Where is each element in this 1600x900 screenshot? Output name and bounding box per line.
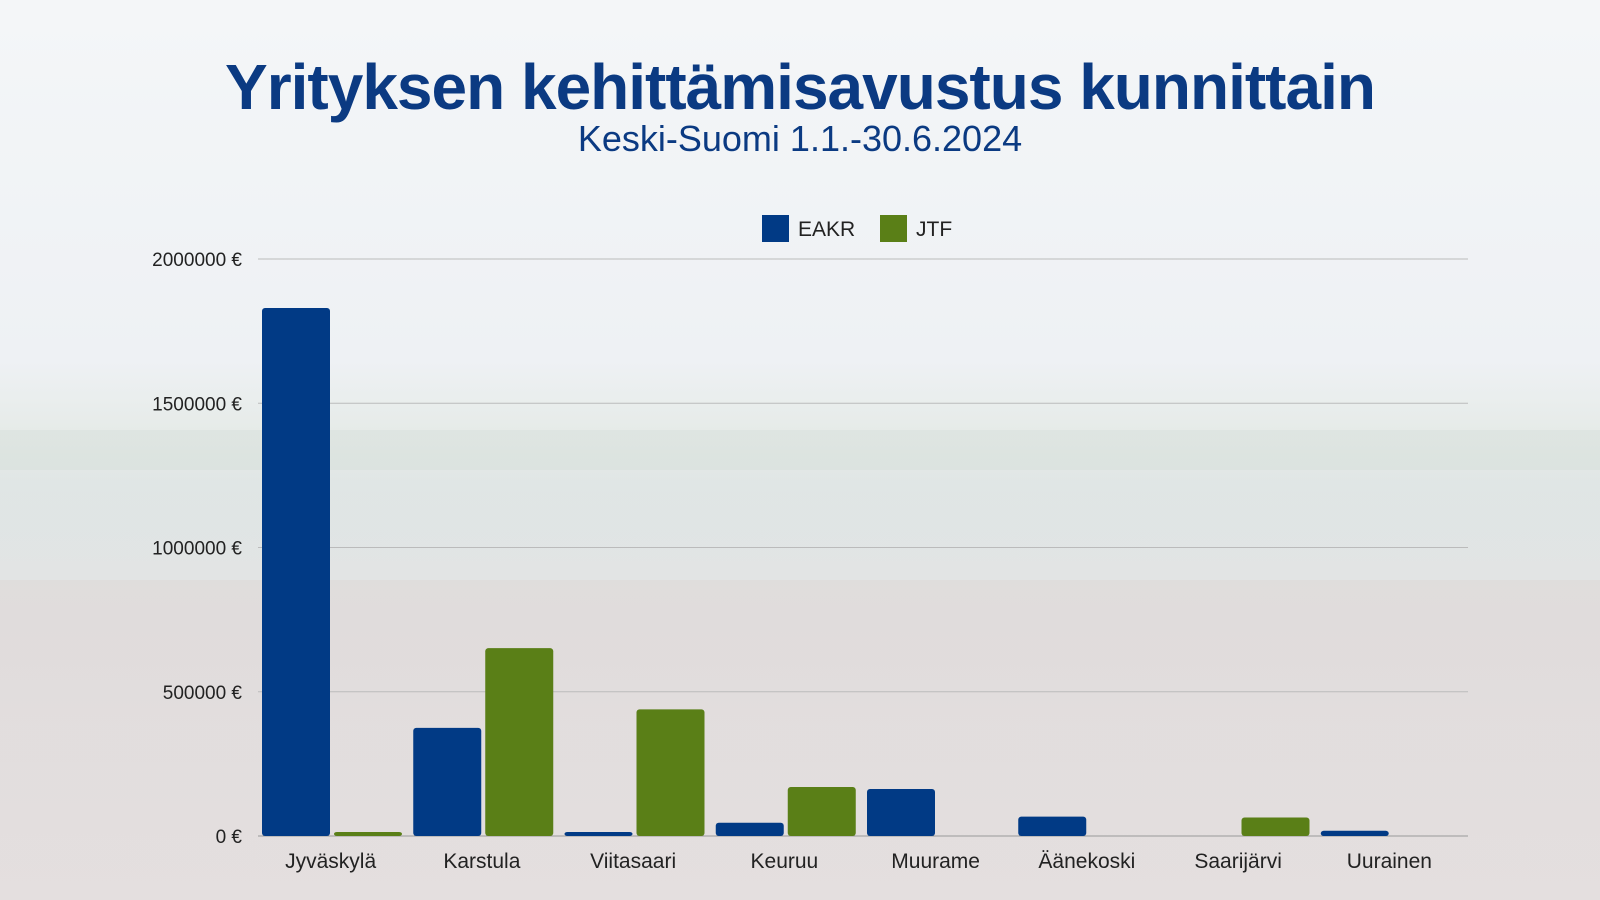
y-tick-label: 1000000 € bbox=[152, 539, 242, 560]
legend-swatch-eakr bbox=[762, 215, 789, 242]
bar-eakr bbox=[1320, 830, 1389, 836]
y-tick-label: 500000 € bbox=[163, 683, 243, 704]
x-tick-label: Karstula bbox=[443, 850, 520, 873]
x-tick-label: Keuruu bbox=[751, 850, 819, 873]
legend-swatch-jtf bbox=[880, 215, 907, 242]
bar-jtf bbox=[485, 648, 554, 836]
legend-label: JTF bbox=[916, 218, 952, 241]
bar-jtf bbox=[1241, 817, 1310, 836]
bar-jtf bbox=[334, 831, 402, 836]
x-tick-label: Viitasaari bbox=[590, 850, 676, 873]
bar-jtf bbox=[636, 709, 705, 836]
chart-title: Yrityksen kehittämisavustus kunnittain bbox=[225, 51, 1376, 123]
bar-eakr bbox=[1018, 816, 1087, 836]
x-tick-label: Saarijärvi bbox=[1194, 850, 1282, 873]
bar-eakr bbox=[564, 831, 633, 836]
x-tick-label: Muurame bbox=[891, 850, 980, 873]
chart-subtitle: Keski-Suomi 1.1.-30.6.2024 bbox=[577, 118, 1023, 159]
x-tick-label: Jyväskylä bbox=[285, 850, 376, 873]
y-tick-label: 0 € bbox=[216, 827, 243, 848]
bar-eakr bbox=[867, 788, 935, 836]
legend-label: EAKR bbox=[798, 218, 855, 241]
y-tick-label: 1500000 € bbox=[152, 394, 242, 415]
bar-jtf bbox=[787, 786, 856, 836]
x-tick-label: Uurainen bbox=[1347, 850, 1432, 873]
bar-eakr bbox=[262, 308, 330, 836]
y-tick-label: 2000000 € bbox=[152, 250, 242, 271]
bar-eakr bbox=[715, 822, 784, 836]
x-tick-label: Äänekoski bbox=[1038, 850, 1135, 873]
bar-eakr bbox=[413, 727, 482, 836]
